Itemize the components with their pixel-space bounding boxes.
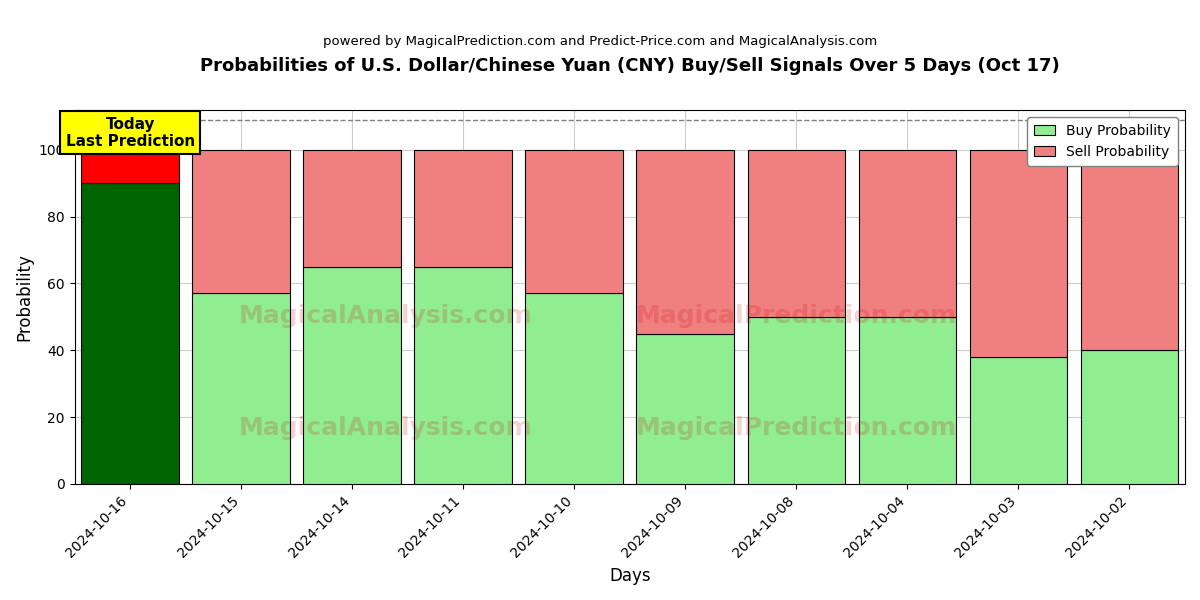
Bar <box>414 150 512 267</box>
Bar <box>636 150 734 334</box>
Text: powered by MagicalPrediction.com and Predict-Price.com and MagicalAnalysis.com: powered by MagicalPrediction.com and Pre… <box>323 35 877 48</box>
Text: MagicalAnalysis.com: MagicalAnalysis.com <box>239 304 533 328</box>
Bar <box>1081 350 1178 484</box>
Bar <box>748 150 845 317</box>
Bar <box>858 150 956 317</box>
Bar <box>192 150 290 293</box>
Bar <box>970 150 1067 357</box>
Bar <box>82 150 179 184</box>
Bar <box>414 267 512 484</box>
Bar <box>304 267 401 484</box>
Bar <box>526 150 623 293</box>
Y-axis label: Probability: Probability <box>16 253 34 341</box>
Bar <box>858 317 956 484</box>
X-axis label: Days: Days <box>610 567 650 585</box>
Bar <box>748 317 845 484</box>
Bar <box>82 184 179 484</box>
Text: MagicalAnalysis.com: MagicalAnalysis.com <box>239 416 533 440</box>
Bar <box>970 357 1067 484</box>
Bar <box>636 334 734 484</box>
Legend: Buy Probability, Sell Probability: Buy Probability, Sell Probability <box>1027 117 1178 166</box>
Text: MagicalPrediction.com: MagicalPrediction.com <box>636 304 958 328</box>
Text: MagicalPrediction.com: MagicalPrediction.com <box>636 416 958 440</box>
Bar <box>1081 150 1178 350</box>
Bar <box>304 150 401 267</box>
Title: Probabilities of U.S. Dollar/Chinese Yuan (CNY) Buy/Sell Signals Over 5 Days (Oc: Probabilities of U.S. Dollar/Chinese Yua… <box>200 57 1060 75</box>
Text: Today
Last Prediction: Today Last Prediction <box>66 116 194 149</box>
Bar <box>192 293 290 484</box>
Bar <box>526 293 623 484</box>
